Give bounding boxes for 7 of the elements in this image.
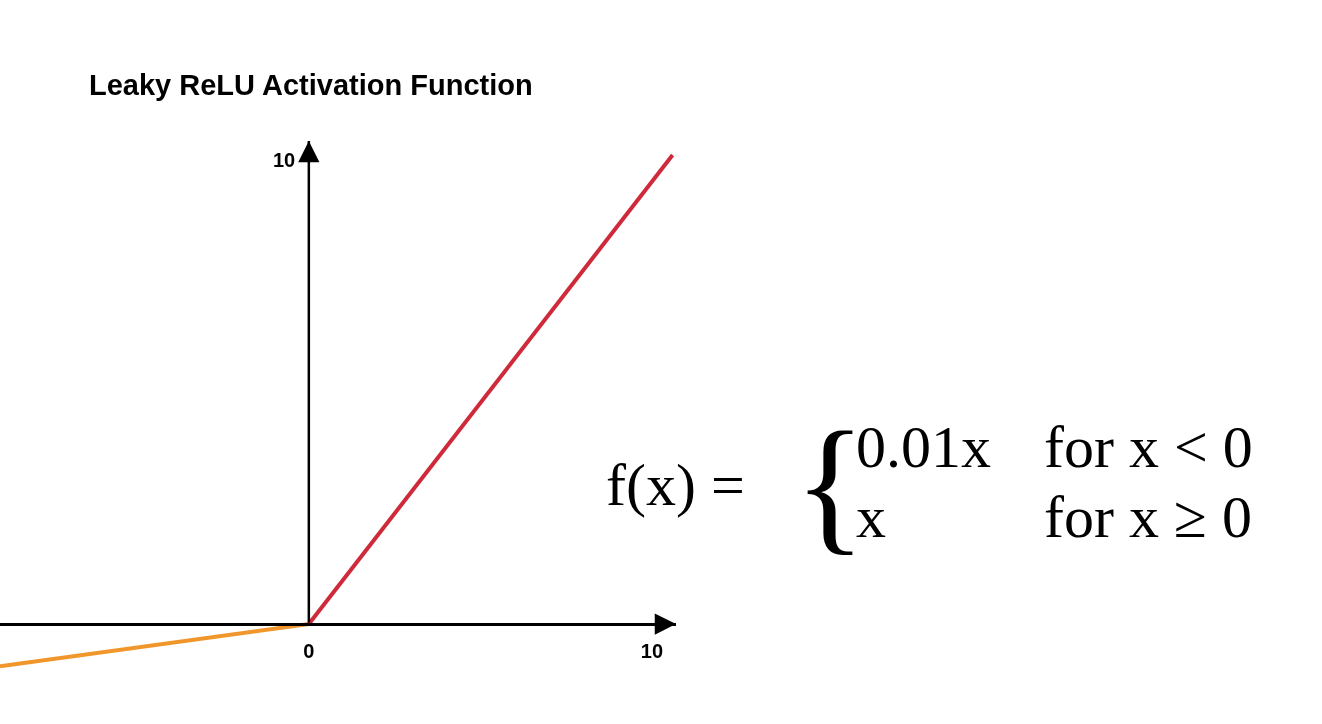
- text: for x < 0: [1044, 414, 1253, 480]
- text: for x ≥ 0: [1044, 484, 1252, 550]
- x-tick-label: 0: [303, 639, 315, 662]
- text: x: [856, 484, 886, 550]
- annotation: f(x) =: [606, 452, 745, 518]
- annotation: 10: [273, 149, 296, 171]
- chart-title: Leaky ReLU Activation Function: [89, 69, 533, 102]
